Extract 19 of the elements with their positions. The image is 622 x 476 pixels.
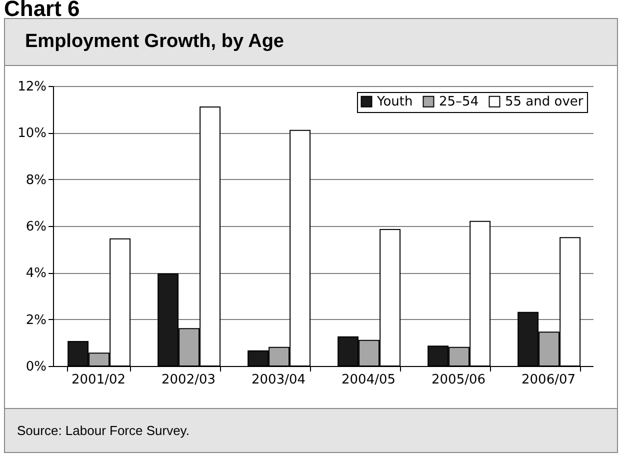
x-tick-label: 2003/04 xyxy=(251,372,306,388)
y-tick-label: 10% xyxy=(18,126,46,142)
y-tick-label: 2% xyxy=(26,312,46,328)
y-tick-label: 6% xyxy=(26,220,46,234)
legend-label: Youth xyxy=(376,94,413,110)
source-note: Source: Labour Force Survey. xyxy=(5,408,617,452)
x-tick-label: 2001/02 xyxy=(71,372,126,388)
x-tick-label: 2006/07 xyxy=(521,372,576,388)
x-tick-label: 2002/03 xyxy=(161,372,216,388)
x-tick-label: 2004/05 xyxy=(341,372,396,388)
y-tick-label: 4% xyxy=(26,266,46,282)
chart-title: Chart 6 xyxy=(3,0,81,21)
y-tick-label: 8% xyxy=(26,172,46,188)
legend-label: 25–54 xyxy=(439,94,479,110)
chart-subtitle: Employment Growth, by Age xyxy=(25,31,284,52)
y-tick-label: 12% xyxy=(18,80,46,94)
legend-label: 55 and over xyxy=(505,94,584,110)
y-tick-label: 0% xyxy=(26,360,46,374)
x-tick-label: 2005/06 xyxy=(431,372,486,388)
